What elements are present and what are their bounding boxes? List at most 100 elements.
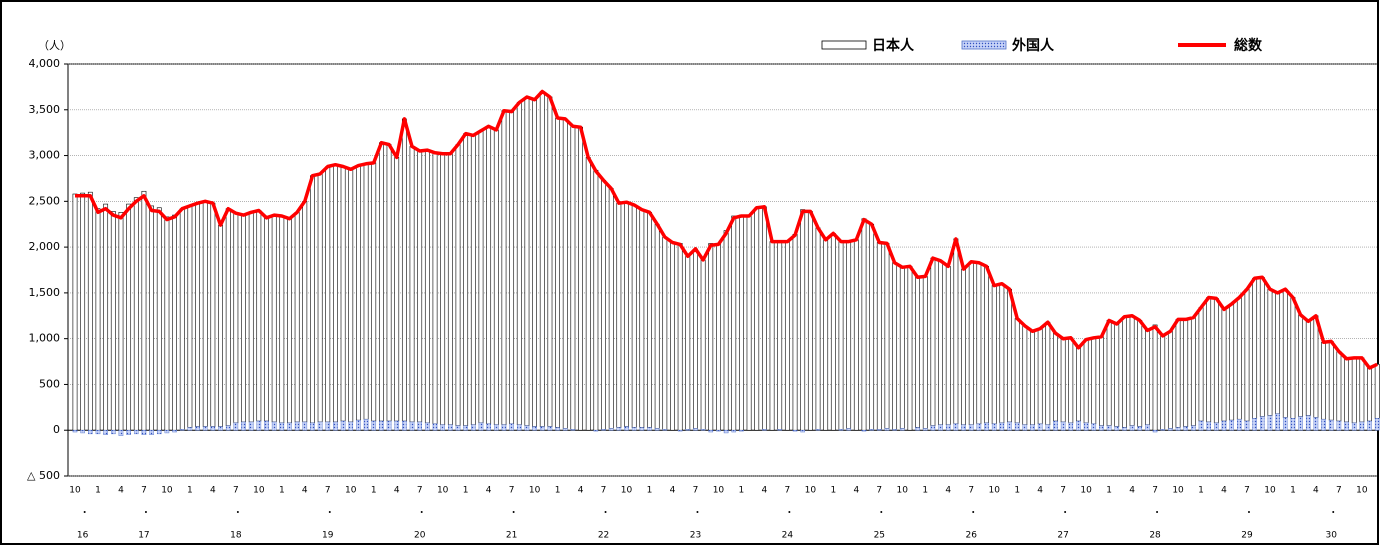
bar-foreign (256, 420, 262, 431)
bar-japanese (1091, 337, 1097, 425)
bar-japanese (1167, 331, 1173, 429)
x-tick-label: 4 (1129, 486, 1135, 496)
x-tick-label: 4 (670, 486, 676, 496)
x-tick-label: 4 (486, 486, 492, 496)
bar-japanese (241, 214, 246, 423)
bar-japanese (1175, 319, 1181, 428)
bar-foreign (1374, 418, 1380, 431)
bar-foreign (156, 430, 162, 435)
y-tick-label: 4,000 (29, 57, 61, 70)
x-tick-label: 1 (1290, 486, 1296, 496)
bar-japanese (547, 96, 553, 427)
x-tick-label: 7 (233, 486, 239, 496)
bar-foreign (1099, 425, 1104, 431)
bar-foreign (202, 426, 208, 431)
bar-japanese (149, 205, 154, 431)
x-tick-label: 4 (1313, 486, 1319, 496)
bar-japanese (1290, 297, 1296, 419)
bar-foreign (555, 427, 560, 431)
bar-japanese (1045, 321, 1051, 426)
bar-japanese (800, 209, 806, 431)
bar-foreign (95, 430, 101, 435)
bar-japanese (1037, 328, 1043, 425)
bar-japanese (156, 207, 162, 431)
bar-foreign (287, 422, 292, 431)
bar-japanese (1122, 316, 1127, 428)
bar-japanese (784, 241, 790, 431)
bar-foreign (739, 430, 744, 432)
bar-japanese (417, 150, 423, 423)
bar-japanese (593, 169, 599, 431)
bar-foreign (1037, 423, 1043, 431)
x-tick-label: 1 (187, 486, 193, 496)
bar-foreign (371, 420, 377, 431)
bar-japanese (447, 153, 453, 426)
year-dot (512, 511, 515, 513)
bar-japanese (95, 208, 101, 431)
x-tick-label: 7 (601, 486, 607, 496)
x-tick-label: 1 (922, 486, 928, 496)
bar-japanese (876, 242, 882, 430)
bar-foreign (72, 430, 78, 433)
bar-foreign (792, 430, 798, 432)
bar-japanese (1198, 307, 1204, 422)
bar-japanese (1106, 320, 1112, 426)
bar-foreign (1359, 421, 1365, 431)
x-tick-label: 4 (302, 486, 308, 496)
bar-japanese (1099, 336, 1104, 426)
bar-japanese (409, 146, 415, 423)
bar-japanese (133, 197, 139, 431)
bar-foreign (1290, 418, 1296, 431)
x-tick-label: 10 (161, 486, 173, 496)
bar-foreign (164, 430, 170, 434)
legend-swatch (961, 40, 1007, 50)
x-tick-label: 10 (1172, 486, 1184, 496)
year-label: 28 (1149, 531, 1161, 541)
bar-foreign (294, 421, 300, 431)
bar-japanese (302, 201, 308, 423)
bar-foreign (141, 430, 147, 436)
x-tick-label: 1 (1106, 486, 1112, 496)
bar-japanese (578, 126, 583, 431)
bar-japanese (723, 230, 729, 431)
bar-foreign (570, 429, 576, 431)
x-tick-label: 7 (968, 486, 974, 496)
bar-japanese (202, 201, 208, 427)
bar-japanese (761, 206, 767, 430)
bar-foreign (432, 423, 438, 431)
bar-foreign (509, 423, 514, 431)
bar-japanese (509, 111, 515, 425)
bar-japanese (256, 210, 262, 422)
bar-japanese (1076, 347, 1081, 422)
bar-foreign (608, 428, 614, 431)
year-dot (1064, 511, 1067, 513)
bar-japanese (340, 166, 346, 422)
bar-foreign (700, 429, 706, 431)
bar-foreign (1145, 424, 1150, 431)
bar-japanese (164, 216, 170, 431)
bar-japanese (945, 266, 951, 426)
bar-japanese (1206, 297, 1212, 423)
bar-foreign (1114, 426, 1120, 431)
bar-foreign (1168, 428, 1173, 431)
year-label: 18 (230, 531, 242, 541)
bar-foreign (1198, 420, 1204, 431)
bar-foreign (838, 429, 844, 431)
x-tick-label: 7 (785, 486, 791, 496)
bar-japanese (126, 203, 132, 431)
year-dot (144, 511, 147, 513)
bar-japanese (371, 162, 377, 422)
bar-foreign (386, 420, 392, 431)
bar-japanese (746, 215, 752, 431)
bar-japanese (179, 208, 185, 430)
bar-foreign (1014, 422, 1020, 431)
bar-foreign (501, 424, 507, 431)
x-tick-label: 7 (141, 486, 147, 496)
bar-foreign (179, 429, 185, 431)
bar-foreign (922, 428, 928, 431)
bar-foreign (1007, 421, 1012, 431)
bar-foreign (1137, 426, 1143, 431)
x-tick-label: 10 (897, 486, 909, 496)
bar-foreign (1267, 415, 1273, 431)
x-tick-label: 4 (118, 486, 124, 496)
